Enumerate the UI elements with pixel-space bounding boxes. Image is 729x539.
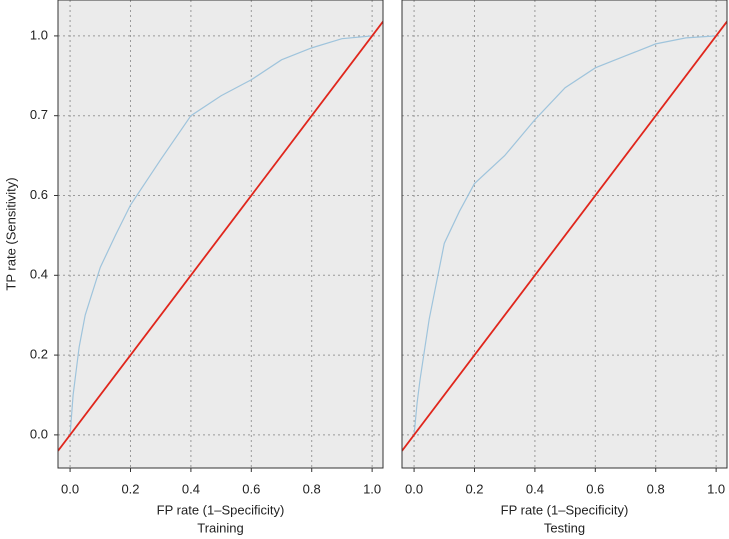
- x-tick-label: 0.4: [526, 481, 544, 496]
- plot-background: [402, 0, 727, 468]
- x-tick-label: 0.8: [303, 481, 321, 496]
- panel-title: Training: [197, 520, 243, 535]
- y-axis-label: TP rate (Sensitivity): [3, 177, 18, 290]
- y-tick-label: 0.4: [30, 267, 48, 282]
- y-tick-label: 0.0: [30, 426, 48, 441]
- roc-line: [413, 35, 717, 435]
- roc-line: [402, 20, 727, 452]
- x-tick-label: 0.6: [586, 481, 604, 496]
- plot-border: [401, 0, 728, 469]
- x-tick-label: 0.4: [182, 481, 200, 496]
- y-tick-label: 0.2: [30, 347, 48, 362]
- plot-border: [57, 0, 384, 469]
- panel-title: Testing: [544, 520, 585, 535]
- x-axis-label: FP rate (1–Specificity): [501, 502, 629, 517]
- x-tick-label: 0.6: [242, 481, 260, 496]
- roc-line: [69, 35, 373, 435]
- x-tick-label: 0.0: [405, 481, 423, 496]
- plot-background: [58, 0, 383, 468]
- y-tick-label: 0.7: [30, 107, 48, 122]
- y-tick-label: 0.6: [30, 187, 48, 202]
- x-tick-label: 1.0: [363, 481, 381, 496]
- roc-line: [58, 20, 383, 452]
- y-tick-label: 1.0: [30, 27, 48, 42]
- x-axis-label: FP rate (1–Specificity): [157, 502, 285, 517]
- x-tick-label: 0.2: [465, 481, 483, 496]
- x-tick-label: 0.2: [121, 481, 139, 496]
- x-tick-label: 0.0: [61, 481, 79, 496]
- x-tick-label: 0.8: [647, 481, 665, 496]
- x-tick-label: 1.0: [707, 481, 725, 496]
